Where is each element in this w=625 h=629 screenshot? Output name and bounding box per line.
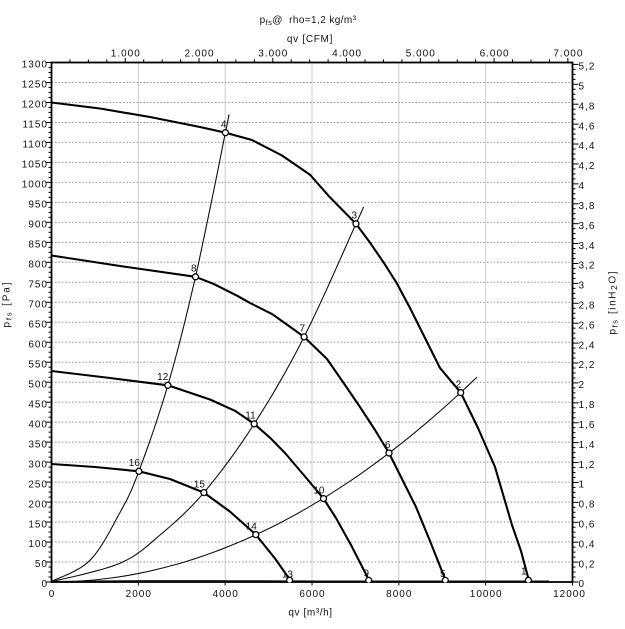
svg-text:1150: 1150 <box>22 120 48 131</box>
svg-text:3,6: 3,6 <box>579 221 596 232</box>
svg-text:450: 450 <box>28 399 48 410</box>
svg-text:1: 1 <box>579 480 586 491</box>
svg-text:12: 12 <box>157 372 169 383</box>
svg-text:10000: 10000 <box>470 589 503 600</box>
svg-text:2,4: 2,4 <box>579 340 596 351</box>
svg-text:1300: 1300 <box>22 60 48 71</box>
svg-text:200: 200 <box>28 499 48 510</box>
svg-text:5,2: 5,2 <box>579 62 596 73</box>
svg-text:2,2: 2,2 <box>579 360 596 371</box>
svg-text:4: 4 <box>579 181 586 192</box>
svg-text:4000: 4000 <box>213 589 239 600</box>
svg-text:0,8: 0,8 <box>579 500 596 511</box>
svg-text:3,4: 3,4 <box>579 241 596 252</box>
svg-text:3: 3 <box>579 281 586 292</box>
svg-text:850: 850 <box>28 240 48 251</box>
svg-text:500: 500 <box>28 379 48 390</box>
svg-text:pfs@ rho=1,2 kg/m³: pfs@ rho=1,2 kg/m³ <box>260 15 357 27</box>
svg-text:1200: 1200 <box>22 100 48 111</box>
svg-text:4,4: 4,4 <box>579 141 596 152</box>
svg-text:0,6: 0,6 <box>579 519 596 530</box>
svg-text:4,8: 4,8 <box>579 101 596 112</box>
svg-text:800: 800 <box>28 260 48 271</box>
svg-text:0: 0 <box>49 589 56 600</box>
svg-text:6000: 6000 <box>299 589 325 600</box>
svg-text:3: 3 <box>351 211 357 222</box>
svg-text:5.000: 5.000 <box>406 48 436 59</box>
svg-text:qv [m³/h]: qv [m³/h] <box>288 607 332 618</box>
svg-text:1,4: 1,4 <box>579 440 596 451</box>
svg-text:4.000: 4.000 <box>332 48 362 59</box>
svg-text:1250: 1250 <box>22 80 48 91</box>
svg-text:1000: 1000 <box>22 180 48 191</box>
svg-text:3.000: 3.000 <box>258 48 288 59</box>
svg-text:pfs [Pa]: pfs [Pa] <box>2 282 14 327</box>
svg-text:8000: 8000 <box>386 589 412 600</box>
svg-text:0,2: 0,2 <box>579 559 596 570</box>
svg-text:100: 100 <box>28 539 48 550</box>
svg-text:12000: 12000 <box>553 589 586 600</box>
svg-text:3,2: 3,2 <box>579 261 596 272</box>
svg-text:9: 9 <box>363 569 369 580</box>
svg-text:4: 4 <box>221 120 227 131</box>
svg-text:750: 750 <box>28 279 48 290</box>
svg-text:7: 7 <box>300 324 306 335</box>
svg-text:8: 8 <box>191 264 197 275</box>
svg-text:950: 950 <box>28 200 48 211</box>
svg-text:2,8: 2,8 <box>579 300 596 311</box>
svg-text:2: 2 <box>579 380 586 391</box>
svg-text:1,8: 1,8 <box>579 400 596 411</box>
svg-text:4,6: 4,6 <box>579 121 596 132</box>
svg-text:2000: 2000 <box>126 589 152 600</box>
svg-text:650: 650 <box>28 319 48 330</box>
svg-text:16: 16 <box>129 458 141 469</box>
svg-text:600: 600 <box>28 339 48 350</box>
svg-text:pfs [inH2O]: pfs [inH2O] <box>608 271 620 334</box>
svg-text:300: 300 <box>28 459 48 470</box>
svg-text:350: 350 <box>28 439 48 450</box>
svg-text:14: 14 <box>246 521 258 532</box>
svg-text:1,2: 1,2 <box>579 460 596 471</box>
svg-text:250: 250 <box>28 479 48 490</box>
svg-text:11: 11 <box>245 411 256 422</box>
svg-text:3,8: 3,8 <box>579 201 596 212</box>
svg-text:700: 700 <box>28 299 48 310</box>
svg-text:6.000: 6.000 <box>480 48 510 59</box>
svg-text:10: 10 <box>313 485 325 496</box>
svg-text:2.000: 2.000 <box>184 48 214 59</box>
svg-text:150: 150 <box>28 519 48 530</box>
svg-text:1: 1 <box>521 567 527 578</box>
svg-text:2,6: 2,6 <box>579 320 596 331</box>
svg-text:900: 900 <box>28 220 48 231</box>
svg-text:0: 0 <box>579 579 586 590</box>
svg-text:5: 5 <box>440 569 446 580</box>
svg-text:13: 13 <box>282 570 294 581</box>
svg-text:4,2: 4,2 <box>579 161 596 172</box>
svg-text:1,6: 1,6 <box>579 420 596 431</box>
svg-text:1100: 1100 <box>22 140 48 151</box>
svg-text:6: 6 <box>385 440 391 451</box>
svg-text:0,4: 0,4 <box>579 539 596 550</box>
svg-text:400: 400 <box>28 419 48 430</box>
svg-text:550: 550 <box>28 359 48 370</box>
svg-text:qv [CFM]: qv [CFM] <box>287 34 333 45</box>
svg-text:50: 50 <box>35 559 48 570</box>
svg-text:7.000: 7.000 <box>553 48 583 59</box>
svg-text:15: 15 <box>194 479 206 490</box>
svg-text:2: 2 <box>456 379 462 390</box>
svg-text:5: 5 <box>579 82 586 93</box>
svg-text:0: 0 <box>41 579 48 590</box>
svg-text:1.000: 1.000 <box>111 48 141 59</box>
svg-text:1050: 1050 <box>22 160 48 171</box>
